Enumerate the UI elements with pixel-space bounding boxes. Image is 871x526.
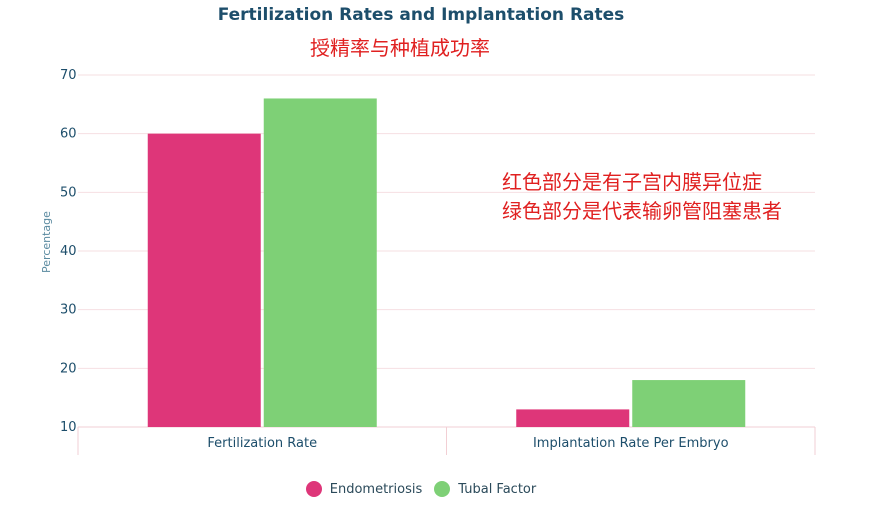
x-category-label: Fertilization Rate [207,436,317,451]
x-category-label: Implantation Rate Per Embryo [533,436,729,451]
legend-label-tubal-factor: Tubal Factor [458,481,537,497]
legend: Endometriosis Tubal Factor [0,481,842,497]
bar-tubal-factor-0 [263,98,377,427]
legend-item-tubal-factor[interactable]: Tubal Factor [434,481,536,497]
y-tick-label: 60 [60,127,77,142]
subtitle-note: 授精率与种植成功率 [310,36,490,60]
chart-title: Fertilization Rates and Implantation Rat… [217,5,625,25]
legend-marker-endometriosis [305,481,322,497]
y-tick-label: 10 [60,420,77,435]
bar-endometriosis-1 [516,409,630,427]
y-tick-label: 50 [60,185,77,200]
legend-label-endometriosis: Endometriosis [329,481,423,497]
bar-endometriosis-0 [147,133,261,427]
y-tick-label: 30 [60,303,77,318]
bar-tubal-factor-1 [632,380,746,427]
green-series-note: 绿色部分是代表输卵管阻塞患者 [502,199,782,223]
y-tick-label: 40 [60,244,77,259]
legend-marker-tubal-factor [434,481,451,497]
legend-item-endometriosis[interactable]: Endometriosis [305,481,423,497]
y-axis-title: Percentage [40,211,53,273]
y-tick-label: 20 [60,361,77,376]
y-tick-label: 70 [60,68,77,83]
red-series-note: 红色部分是有子宫内膜异位症 [502,170,762,194]
